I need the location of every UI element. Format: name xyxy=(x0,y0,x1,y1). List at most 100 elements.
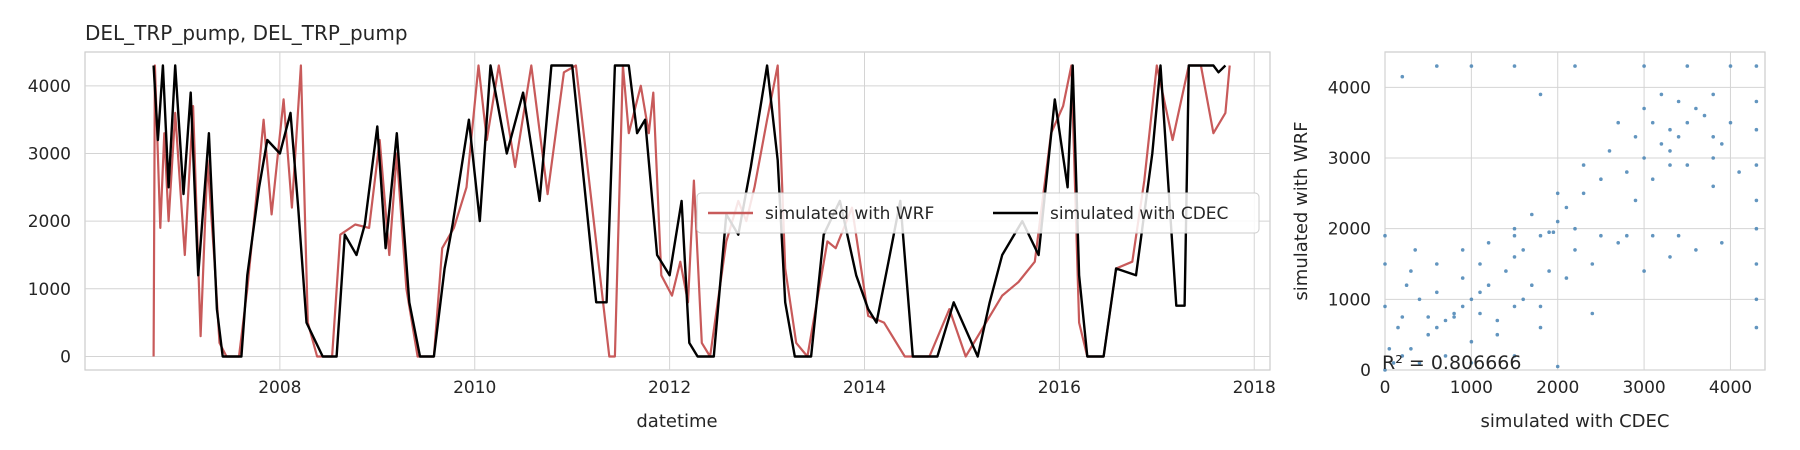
scatter-point xyxy=(1728,120,1733,125)
scatter-point xyxy=(1676,233,1681,238)
scatter-point xyxy=(1754,163,1759,167)
scatter-point xyxy=(1417,361,1422,365)
scatter-point xyxy=(1625,233,1629,238)
scatter-point xyxy=(1391,361,1396,365)
scatter-point xyxy=(1435,64,1439,68)
scatter-point xyxy=(1650,177,1655,181)
chart-title: DEL_TRP_pump, DEL_TRP_pump xyxy=(85,21,408,45)
scatter-point xyxy=(1754,64,1759,68)
scatter-point xyxy=(1711,156,1715,160)
scatter-point xyxy=(1435,290,1439,295)
scatter-x-axis-label: simulated with CDEC xyxy=(1481,411,1670,432)
scatter-plot: 0 1000 2000 3000 4000 0 1000 2000 3000 4000 simul… xyxy=(1291,51,1766,432)
scatter-point xyxy=(1633,135,1638,139)
scatter-y-tick-label: 1000 xyxy=(1328,290,1371,310)
scatter-point xyxy=(1530,212,1534,217)
scatter-point xyxy=(1720,241,1724,245)
scatter-point xyxy=(1676,99,1681,104)
scatter-point xyxy=(1702,113,1707,118)
scatter-point xyxy=(1400,354,1405,358)
scatter-point xyxy=(1443,354,1448,358)
scatter-point xyxy=(1625,170,1629,174)
scatter-point xyxy=(1642,156,1646,160)
scatter-point xyxy=(1478,262,1482,266)
scatter-point xyxy=(1435,325,1439,330)
scatter-y-tick-label: 3000 xyxy=(1328,149,1371,169)
scatter-point xyxy=(1538,304,1543,309)
scatter-point xyxy=(1469,297,1474,302)
x-tick-label: 2008 xyxy=(258,378,301,398)
scatter-point xyxy=(1642,64,1646,68)
x-tick-label: 2010 xyxy=(453,378,496,398)
scatter-point xyxy=(1512,354,1517,358)
scatter-point xyxy=(1573,64,1577,68)
scatter-point xyxy=(1754,325,1759,330)
scatter-point xyxy=(1495,332,1500,337)
scatter-point xyxy=(1668,149,1672,153)
scatter-point xyxy=(1642,269,1646,273)
scatter-point xyxy=(1685,120,1690,125)
scatter-point xyxy=(1521,297,1525,302)
scatter-point xyxy=(1426,332,1430,337)
scatter-point xyxy=(1728,64,1733,68)
scatter-point xyxy=(1737,170,1741,174)
scatter-x-tick-label: 4000 xyxy=(1709,378,1752,398)
scatter-point xyxy=(1538,233,1543,238)
scatter-point xyxy=(1754,198,1759,203)
scatter-point xyxy=(1521,248,1525,252)
legend: simulated with WRF simulated with CDEC xyxy=(696,192,1260,234)
scatter-point xyxy=(1754,297,1759,302)
scatter-point xyxy=(1512,233,1517,238)
scatter-point xyxy=(1486,283,1491,288)
scatter-point xyxy=(1564,205,1569,210)
scatter-point xyxy=(1573,226,1577,231)
scatter-point xyxy=(1460,304,1465,309)
scatter-point xyxy=(1460,248,1465,252)
scatter-point xyxy=(1383,262,1387,266)
scatter-point xyxy=(1400,74,1405,79)
scatter-point xyxy=(1409,269,1413,273)
scatter-point xyxy=(1409,347,1413,351)
scatter-point xyxy=(1555,219,1560,224)
scatter-point xyxy=(1754,127,1759,132)
scatter-point xyxy=(1555,364,1560,369)
scatter-point xyxy=(1685,163,1690,167)
scatter-point xyxy=(1685,64,1690,68)
scatter-point xyxy=(1564,276,1569,280)
scatter-point xyxy=(1512,226,1517,231)
scatter-point xyxy=(1573,248,1577,252)
x-tick-label: 2016 xyxy=(1038,378,1081,398)
scatter-point xyxy=(1551,230,1556,234)
scatter-x-tick-label: 3000 xyxy=(1622,378,1665,398)
scatter-point xyxy=(1443,318,1448,323)
scatter-x-tick-label: 0 xyxy=(1380,378,1391,398)
scatter-points xyxy=(1383,64,1759,372)
legend-label-cdec: simulated with CDEC xyxy=(1050,204,1228,224)
scatter-point xyxy=(1659,142,1664,146)
timeseries-tick-labels: 2008 2010 2012 2014 2016 2018 0 1000 2000 3000 400… xyxy=(28,77,1276,398)
scatter-point xyxy=(1590,262,1595,266)
scatter-point xyxy=(1387,347,1392,351)
scatter-point xyxy=(1478,311,1482,316)
scatter-y-axis-label: simulated with WRF xyxy=(1291,121,1312,300)
scatter-point xyxy=(1547,230,1551,234)
scatter-point xyxy=(1383,233,1387,238)
legend-label-wrf: simulated with WRF xyxy=(765,204,934,224)
scatter-point xyxy=(1396,325,1400,330)
scatter-point xyxy=(1383,368,1387,372)
scatter-point xyxy=(1547,269,1551,273)
legend-box xyxy=(696,192,1260,234)
scatter-point xyxy=(1581,163,1586,167)
scatter-point xyxy=(1694,248,1698,252)
scatter-point xyxy=(1400,315,1405,319)
scatter-point xyxy=(1504,269,1508,273)
scatter-point xyxy=(1754,262,1759,266)
scatter-point xyxy=(1720,142,1724,146)
scatter-point xyxy=(1435,262,1439,266)
scatter-point xyxy=(1417,297,1422,302)
scatter-plot-area xyxy=(1384,51,1766,371)
scatter-point xyxy=(1383,304,1387,309)
scatter-point xyxy=(1659,92,1664,97)
scatter-point xyxy=(1668,127,1672,132)
